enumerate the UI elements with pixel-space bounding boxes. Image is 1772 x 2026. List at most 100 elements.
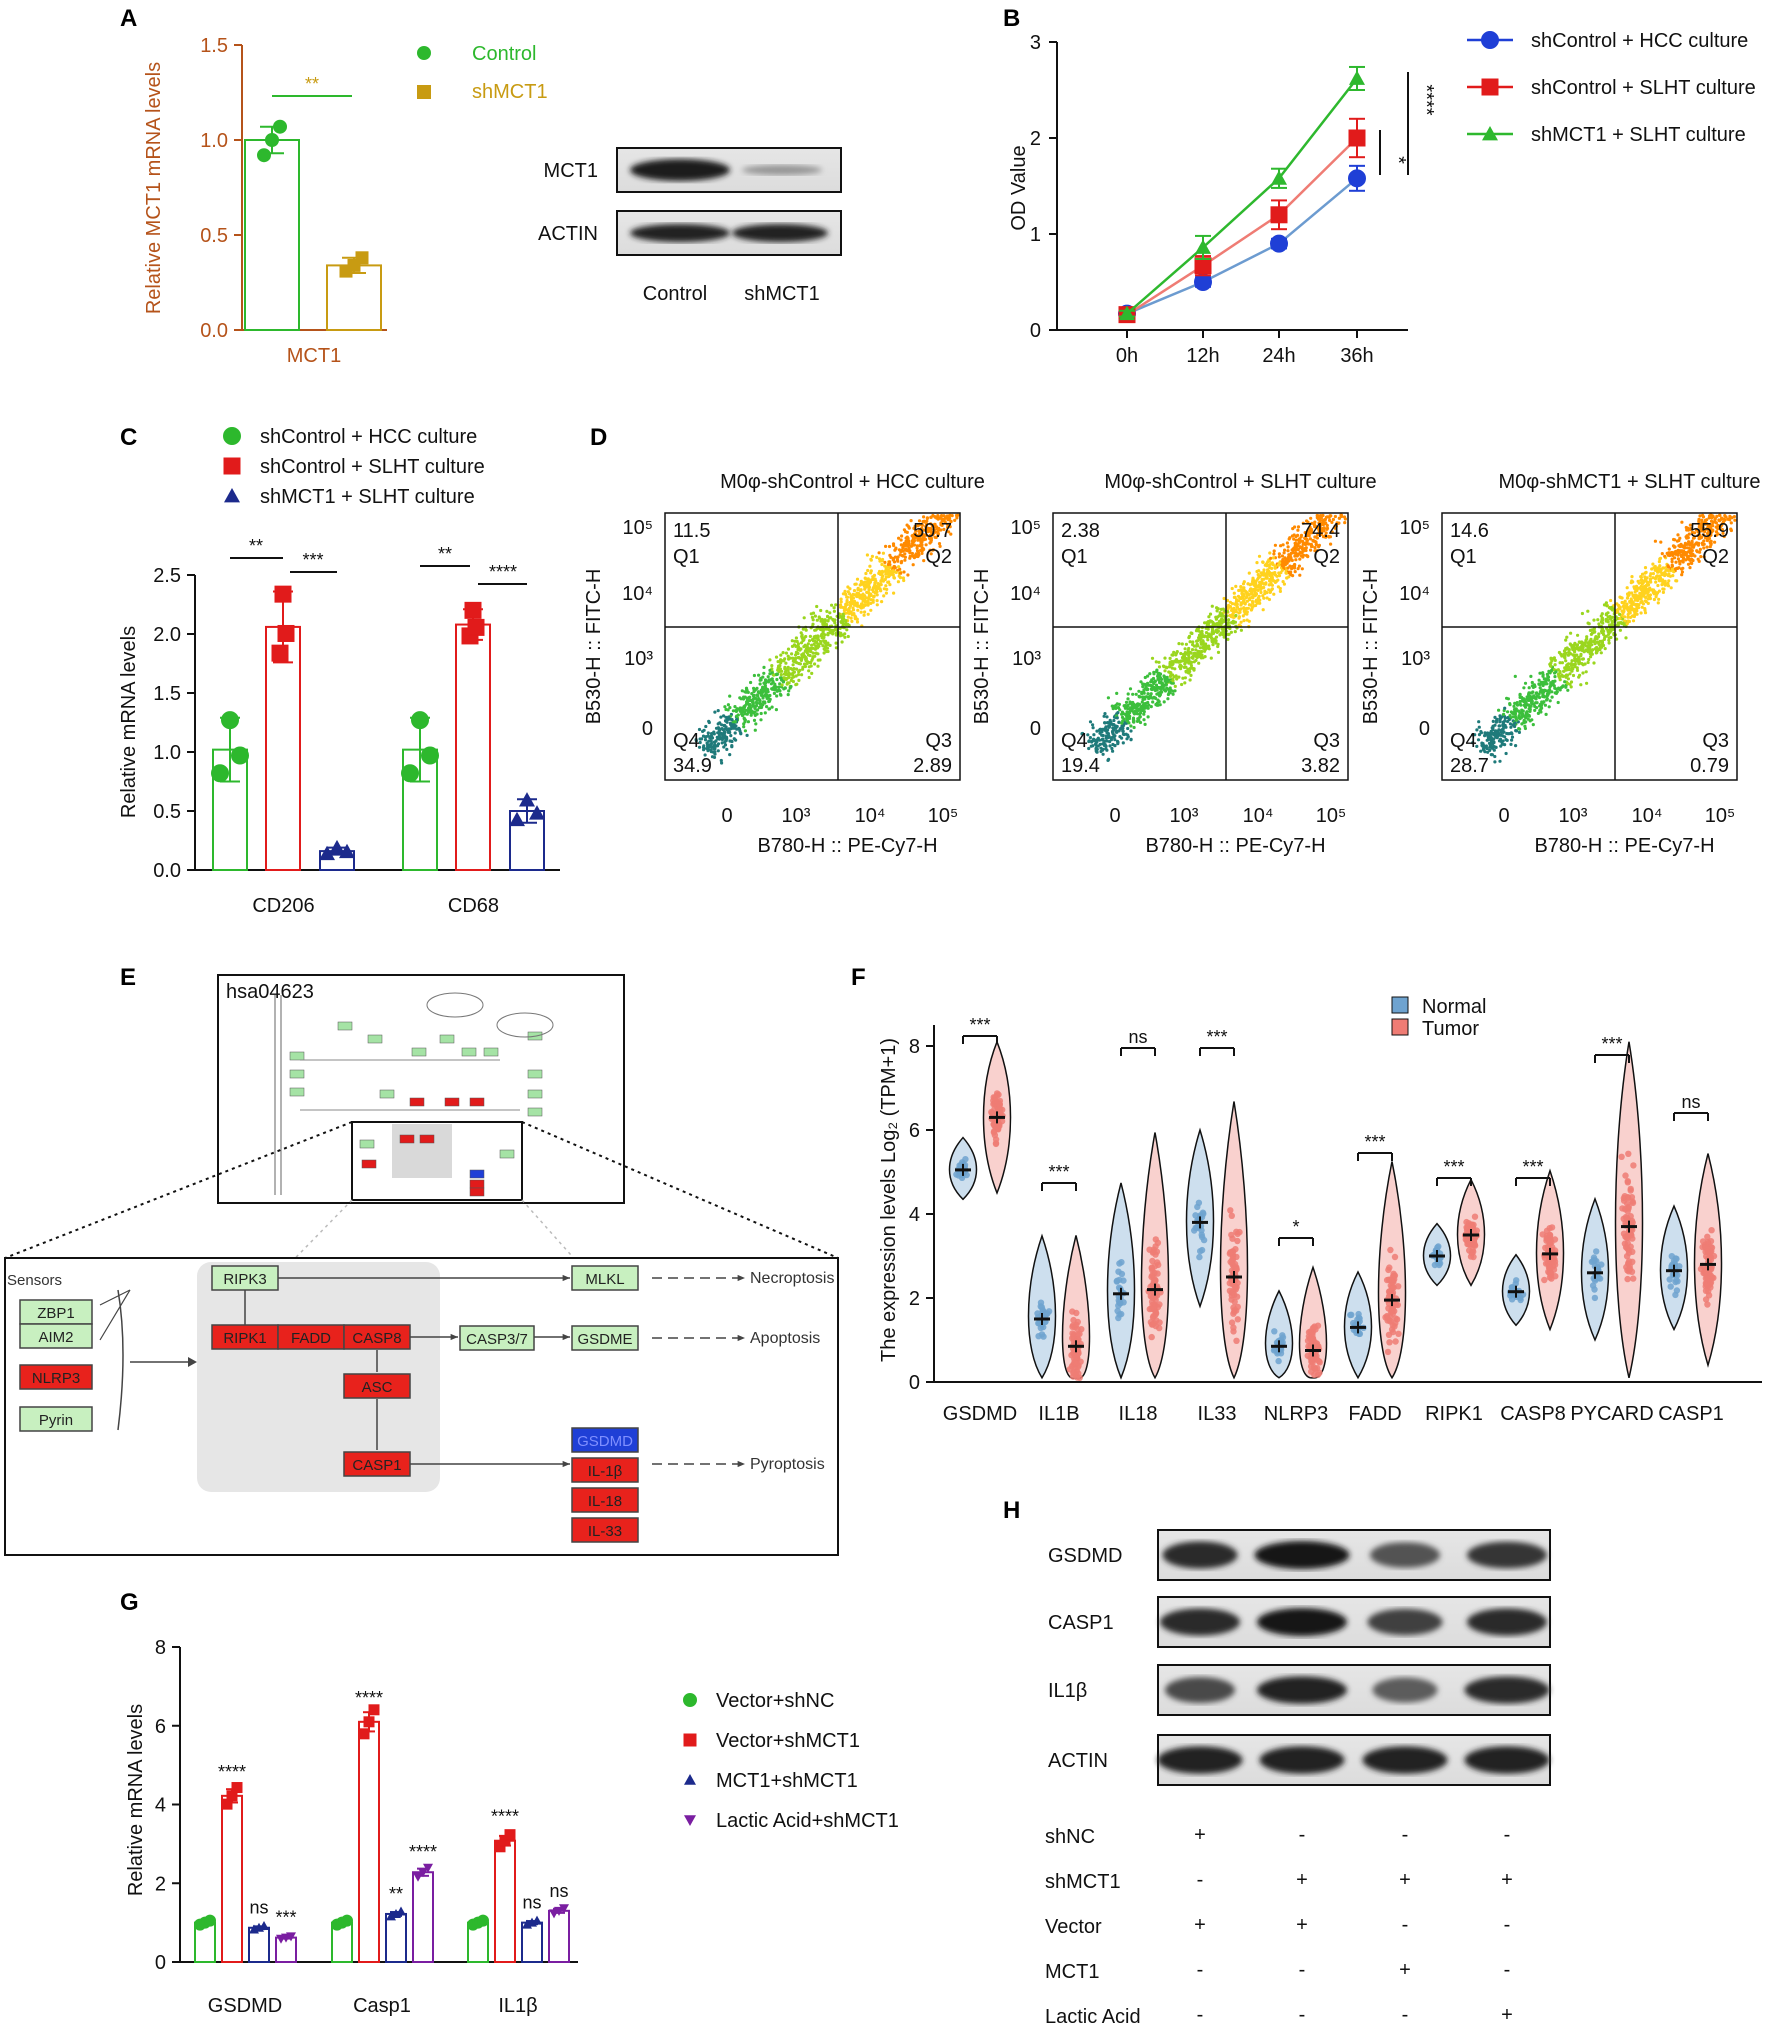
b-point: [1349, 70, 1365, 85]
d-q4-percent: 19.4: [1061, 755, 1100, 777]
d-event: [728, 706, 732, 710]
d-event: [946, 522, 950, 526]
d-event: [1566, 662, 1570, 667]
d-event: [1221, 607, 1225, 611]
d-event: [1554, 670, 1558, 674]
d-event: [920, 551, 924, 556]
d-event: [1157, 665, 1162, 669]
d-event: [1298, 551, 1302, 555]
d-event: [1575, 668, 1580, 673]
d-event: [754, 722, 758, 726]
d-event: [1087, 739, 1091, 743]
d-event: [1237, 607, 1241, 611]
d-event: [1211, 622, 1215, 626]
d-event: [928, 529, 932, 533]
d-event: [1524, 711, 1528, 715]
d-event: [807, 665, 811, 669]
d-event: [1214, 617, 1218, 621]
d-event: [740, 689, 744, 693]
d-event: [1218, 633, 1222, 637]
d-event: [1220, 620, 1224, 624]
e-overview-node: [399, 1134, 415, 1144]
d-event: [1154, 696, 1158, 701]
d-event: [1103, 721, 1107, 725]
d-event: [1663, 554, 1667, 558]
d-event: [1629, 604, 1633, 608]
d-event: [918, 529, 923, 533]
e-node-asc-label: ASC: [362, 1379, 393, 1396]
d-event: [1086, 733, 1090, 737]
d-event: [1256, 588, 1260, 593]
d-event: [1680, 520, 1684, 524]
d-event: [1639, 584, 1643, 588]
d-event: [919, 541, 923, 545]
d-event: [697, 727, 702, 732]
d-event: [1265, 564, 1269, 568]
d-event: [1304, 546, 1308, 550]
f-data-point: [1194, 1203, 1201, 1211]
f-x-tick-label: GSDMD: [943, 1403, 1017, 1425]
d-event: [1479, 730, 1483, 734]
d-event: [1498, 724, 1502, 728]
d-event: [1580, 662, 1584, 666]
d-event: [1289, 551, 1293, 556]
d-event: [1671, 574, 1675, 578]
d-event: [1520, 709, 1524, 713]
d-event: [1686, 562, 1691, 566]
d-event: [1184, 669, 1188, 673]
d-event: [1118, 727, 1123, 731]
d-event: [1141, 695, 1146, 699]
d-event: [754, 700, 758, 705]
d-event: [1607, 636, 1611, 640]
d-event: [843, 635, 847, 639]
d-event: [1175, 677, 1179, 681]
d-event: [880, 562, 884, 567]
f-data-point: [1118, 1270, 1126, 1278]
d-event: [725, 735, 729, 739]
d-event: [1115, 716, 1119, 720]
d-event: [844, 619, 848, 623]
d-event: [854, 602, 858, 606]
d-event: [869, 557, 873, 561]
d-event: [714, 744, 718, 748]
d-event: [914, 529, 918, 533]
d-event: [1548, 671, 1552, 675]
d-event: [1162, 700, 1166, 704]
d-event: [707, 719, 711, 723]
d-event: [1623, 615, 1627, 619]
d-event: [1543, 703, 1547, 707]
d-event: [1620, 600, 1624, 605]
d-event: [805, 662, 809, 666]
d-event: [790, 652, 794, 656]
d-event: [1616, 623, 1620, 627]
d-event: [770, 705, 774, 709]
d-event: [1128, 700, 1132, 704]
d-event: [1123, 712, 1128, 717]
e-sensors-label: Sensors: [7, 1272, 62, 1289]
d-event: [1547, 690, 1551, 695]
d-event: [1592, 618, 1596, 622]
d-event: [1517, 714, 1521, 718]
d-event: [1271, 571, 1275, 575]
d-event: [803, 664, 808, 669]
b-point: [1119, 305, 1135, 321]
d-event: [1530, 701, 1534, 705]
d-event: [1688, 566, 1692, 570]
f-data-point: [1315, 1358, 1323, 1365]
d-event: [1500, 730, 1504, 734]
d-event: [863, 580, 867, 584]
d-event: [1198, 636, 1202, 640]
d-event: [1570, 659, 1574, 663]
e-overview-node: [359, 1139, 375, 1149]
d-event: [1121, 729, 1125, 733]
b-y-axis-label: OD Value: [1008, 145, 1030, 230]
d-y-axis-label: B530-H :: FITC-H: [1360, 569, 1382, 725]
d-event: [734, 738, 738, 742]
d-event: [712, 740, 716, 744]
c-point: [319, 845, 335, 861]
d-event: [1680, 570, 1684, 574]
d-event: [947, 530, 951, 534]
d-event: [1662, 582, 1666, 586]
d-event: [716, 726, 721, 730]
